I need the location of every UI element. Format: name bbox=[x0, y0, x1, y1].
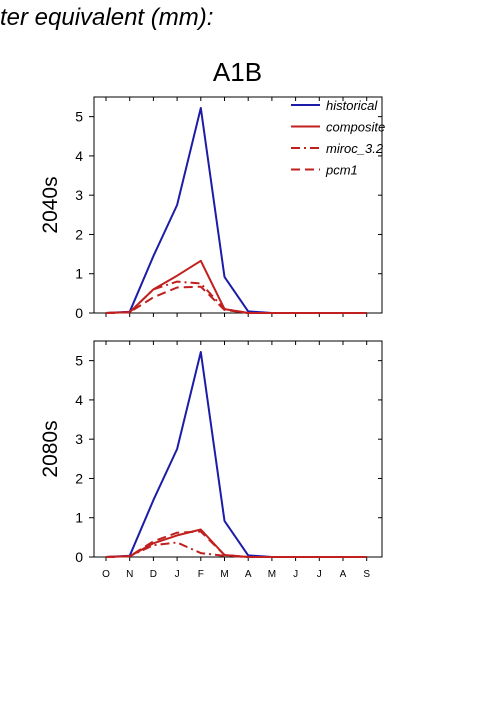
panel-2040s: 0 1 2 3 4 5 2040s historical composite miroc_3.2p… bbox=[39, 96, 385, 321]
y-tick-label: 5 bbox=[75, 109, 83, 125]
legend-label: historical bbox=[326, 98, 378, 113]
legend-label: composite bbox=[326, 120, 385, 135]
series-line-pcm1 bbox=[105, 285, 367, 314]
y-tick-label: 2 bbox=[75, 470, 83, 486]
legend-label: pcm1 bbox=[325, 163, 358, 178]
x-tick-label: O bbox=[102, 569, 110, 580]
y-tick-label: 0 bbox=[75, 305, 83, 321]
x-tick-label: S bbox=[363, 569, 370, 580]
y-tick-label: 2 bbox=[75, 226, 83, 242]
series-line-composite bbox=[105, 259, 367, 314]
x-tick-label: F bbox=[198, 569, 204, 580]
series-line-composite bbox=[105, 528, 367, 558]
page-title: ter equivalent (mm): bbox=[0, 4, 214, 31]
series-line-miroc-3-2 bbox=[105, 541, 367, 558]
y-tick-label: 1 bbox=[75, 510, 83, 526]
chart-title: A1B bbox=[212, 57, 263, 87]
plot-frame bbox=[93, 96, 383, 314]
panel-2080s: 0 1 2 3 4 5 O N D J F M A M J J A S 2080s bbox=[39, 340, 383, 580]
legend: historical composite miroc_3.2 pcm1 bbox=[291, 98, 385, 178]
x-tick-label: A bbox=[245, 569, 252, 580]
y-tick-label: 4 bbox=[75, 148, 83, 164]
x-tick-label: M bbox=[220, 569, 228, 580]
x-tick-label: A bbox=[340, 569, 347, 580]
x-tick-label: J bbox=[175, 569, 180, 580]
y-tick-label: 1 bbox=[75, 266, 83, 282]
y-axis-label: 2080s bbox=[39, 420, 62, 477]
x-tick-label: N bbox=[126, 569, 133, 580]
series-line-miroc-3-2 bbox=[105, 280, 367, 314]
plot-frame bbox=[93, 340, 383, 558]
x-tick-label: J bbox=[293, 569, 298, 580]
series-line-pcm1 bbox=[105, 530, 367, 558]
x-tick-label: J bbox=[317, 569, 322, 580]
y-tick-label: 4 bbox=[75, 392, 83, 408]
x-tick-label: D bbox=[150, 569, 157, 580]
series-line-historical bbox=[105, 107, 367, 314]
x-tick-label: M bbox=[268, 569, 276, 580]
y-tick-label: 3 bbox=[75, 431, 83, 447]
y-tick-label: 3 bbox=[75, 187, 83, 203]
legend-label: miroc_3.2 bbox=[326, 141, 384, 156]
y-tick-label: 0 bbox=[75, 549, 83, 565]
y-tick-label: 5 bbox=[75, 353, 83, 369]
y-axis-label: 2040s bbox=[39, 176, 62, 233]
series-line-historical bbox=[105, 351, 367, 558]
